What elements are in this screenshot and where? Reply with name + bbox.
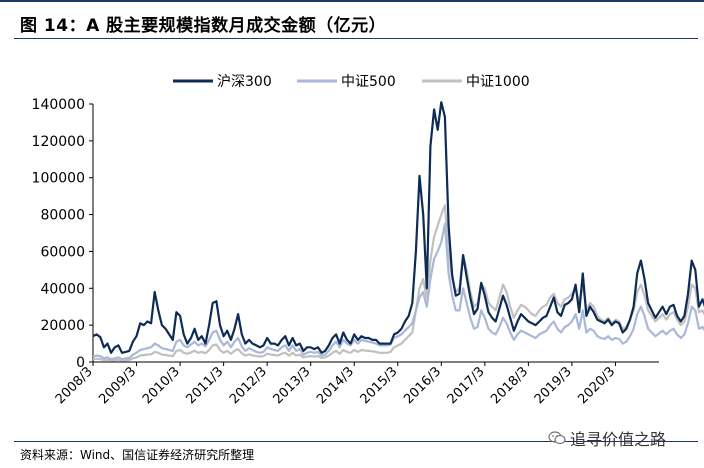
footer-rule: [14, 441, 698, 442]
line-chart: 沪深300 中证500 中证1000 0 20000 40000 60000 80000 10…: [32, 74, 704, 407]
source-note: 资料来源：Wind、国信证券经济研究所整理: [20, 448, 255, 462]
series-lines: [92, 101, 704, 362]
watermark-text: 追寻价值之路: [570, 430, 667, 449]
figure-title: 图 14：A 股主要规模指数月成交金额（亿元）: [20, 16, 387, 36]
y-tick-label: 100000: [32, 171, 85, 187]
title-bar: 图 14：A 股主要规模指数月成交金额（亿元）: [0, 0, 704, 38]
x-tick-label: 2016/3: [401, 364, 444, 407]
series-line-1: [92, 222, 704, 361]
legend-label: 中证1000: [466, 74, 530, 90]
watermark: 追寻价值之路: [548, 426, 666, 450]
x-tick-label: 2020/3: [575, 364, 618, 407]
y-tick-label: 80000: [40, 208, 85, 224]
title-rule: [14, 38, 698, 39]
wechat-icon: [548, 431, 566, 445]
x-tick-label: 2011/3: [183, 364, 226, 407]
x-tick-label: 2009/3: [96, 364, 139, 407]
x-tick-label: 2019/3: [532, 364, 575, 407]
series-line-0: [92, 101, 704, 354]
x-tick-label: 2018/3: [488, 364, 531, 407]
legend-label: 中证500: [341, 74, 396, 90]
x-tick-label: 2008/3: [53, 364, 96, 407]
legend: 沪深300 中证500 中证1000: [173, 74, 530, 90]
y-tick-label: 20000: [40, 318, 85, 334]
x-tick-label: 2010/3: [140, 364, 183, 407]
x-tick-label: 2013/3: [271, 364, 314, 407]
legend-label: 沪深300: [217, 74, 272, 90]
y-tick-label: 40000: [40, 281, 85, 297]
y-tick-label: 140000: [32, 97, 85, 113]
y-tick-label: 0: [76, 355, 85, 371]
x-tick-label: 2014/3: [314, 364, 357, 407]
x-tick-label: 2017/3: [445, 364, 488, 407]
series-line-2: [92, 204, 704, 362]
y-tick-label: 120000: [32, 134, 85, 150]
x-tick-label: 2015/3: [358, 364, 401, 407]
y-tick-label: 60000: [40, 244, 85, 260]
x-tick-label: 2012/3: [227, 364, 270, 407]
